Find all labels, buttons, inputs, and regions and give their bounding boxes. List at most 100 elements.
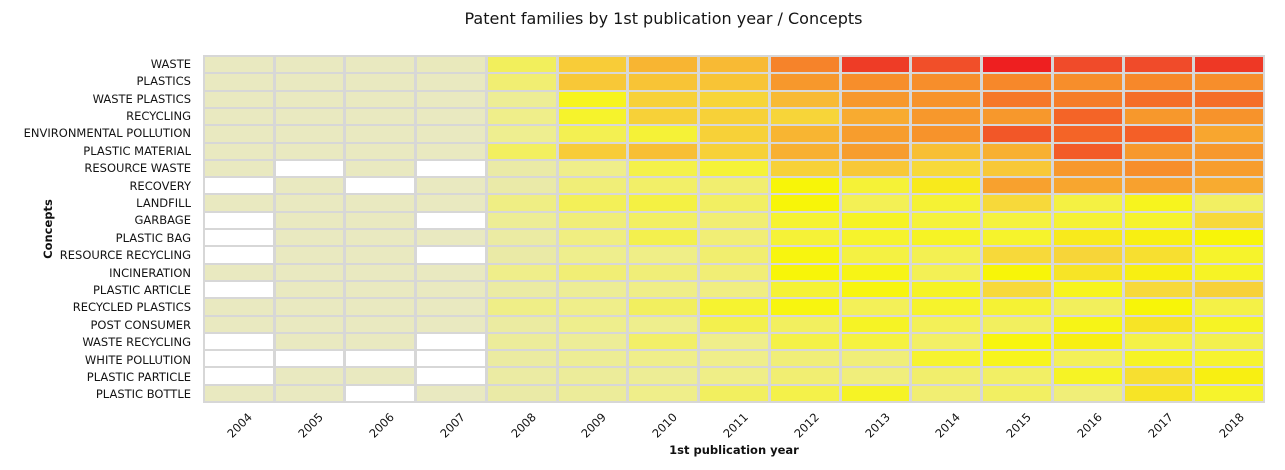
heatmap-cell[interactable] xyxy=(1124,74,1193,90)
heatmap-cell[interactable] xyxy=(205,195,273,211)
heatmap-cell[interactable] xyxy=(346,264,415,280)
heatmap-cell[interactable] xyxy=(417,299,485,315)
heatmap-cell[interactable] xyxy=(700,351,768,367)
heatmap-cell[interactable] xyxy=(205,160,273,177)
heatmap-cell[interactable] xyxy=(1124,385,1193,401)
heatmap-cell[interactable] xyxy=(1053,247,1122,263)
heatmap-cell[interactable] xyxy=(487,368,556,384)
heatmap-cell[interactable] xyxy=(770,178,839,194)
heatmap-cell[interactable] xyxy=(629,247,698,263)
heatmap-cell[interactable] xyxy=(1053,126,1122,142)
heatmap-cell[interactable] xyxy=(1195,230,1263,246)
heatmap-cell[interactable] xyxy=(1053,368,1122,384)
heatmap-cell[interactable] xyxy=(1124,316,1193,332)
heatmap-cell[interactable] xyxy=(1195,74,1263,90)
heatmap-cell[interactable] xyxy=(770,247,839,263)
heatmap-cell[interactable] xyxy=(912,316,981,332)
heatmap-cell[interactable] xyxy=(558,91,627,107)
heatmap-cell[interactable] xyxy=(770,195,839,211)
heatmap-cell[interactable] xyxy=(912,195,981,211)
heatmap-cell[interactable] xyxy=(770,143,839,159)
heatmap-cell[interactable] xyxy=(1124,143,1193,159)
heatmap-cell[interactable] xyxy=(1195,385,1263,401)
heatmap-cell[interactable] xyxy=(558,281,627,298)
heatmap-cell[interactable] xyxy=(983,108,1051,125)
heatmap-cell[interactable] xyxy=(487,299,556,315)
heatmap-cell[interactable] xyxy=(275,195,344,211)
heatmap-cell[interactable] xyxy=(629,91,698,107)
heatmap-cell[interactable] xyxy=(1124,264,1193,280)
heatmap-cell[interactable] xyxy=(770,108,839,125)
heatmap-cell[interactable] xyxy=(629,385,698,401)
heatmap-cell[interactable] xyxy=(983,195,1051,211)
heatmap-cell[interactable] xyxy=(487,230,556,246)
heatmap-cell[interactable] xyxy=(1195,178,1263,194)
heatmap-cell[interactable] xyxy=(629,368,698,384)
heatmap-cell[interactable] xyxy=(841,281,910,298)
heatmap-cell[interactable] xyxy=(1124,108,1193,125)
heatmap-cell[interactable] xyxy=(275,368,344,384)
heatmap-cell[interactable] xyxy=(700,74,768,90)
heatmap-cell[interactable] xyxy=(1195,299,1263,315)
heatmap-cell[interactable] xyxy=(275,333,344,350)
heatmap-cell[interactable] xyxy=(912,247,981,263)
heatmap-cell[interactable] xyxy=(1124,333,1193,350)
heatmap-cell[interactable] xyxy=(770,333,839,350)
heatmap-cell[interactable] xyxy=(487,247,556,263)
heatmap-cell[interactable] xyxy=(487,212,556,228)
heatmap-cell[interactable] xyxy=(1053,143,1122,159)
heatmap-cell[interactable] xyxy=(558,230,627,246)
heatmap-cell[interactable] xyxy=(205,57,273,73)
heatmap-cell[interactable] xyxy=(700,108,768,125)
heatmap-cell[interactable] xyxy=(558,160,627,177)
heatmap-cell[interactable] xyxy=(841,264,910,280)
heatmap-cell[interactable] xyxy=(629,351,698,367)
heatmap-cell[interactable] xyxy=(346,178,415,194)
heatmap-cell[interactable] xyxy=(1124,178,1193,194)
heatmap-cell[interactable] xyxy=(912,178,981,194)
heatmap-cell[interactable] xyxy=(417,108,485,125)
heatmap-cell[interactable] xyxy=(629,108,698,125)
heatmap-cell[interactable] xyxy=(205,316,273,332)
heatmap-cell[interactable] xyxy=(1195,351,1263,367)
heatmap-cell[interactable] xyxy=(770,385,839,401)
heatmap-cell[interactable] xyxy=(346,368,415,384)
heatmap-cell[interactable] xyxy=(629,160,698,177)
heatmap-cell[interactable] xyxy=(841,143,910,159)
heatmap-cell[interactable] xyxy=(417,57,485,73)
heatmap-cell[interactable] xyxy=(1124,126,1193,142)
heatmap-cell[interactable] xyxy=(912,281,981,298)
heatmap-cell[interactable] xyxy=(275,264,344,280)
heatmap-cell[interactable] xyxy=(629,299,698,315)
heatmap-cell[interactable] xyxy=(841,91,910,107)
heatmap-cell[interactable] xyxy=(417,160,485,177)
heatmap-cell[interactable] xyxy=(841,247,910,263)
heatmap-cell[interactable] xyxy=(841,126,910,142)
heatmap-cell[interactable] xyxy=(346,160,415,177)
heatmap-cell[interactable] xyxy=(487,264,556,280)
heatmap-cell[interactable] xyxy=(629,281,698,298)
heatmap-cell[interactable] xyxy=(275,108,344,125)
heatmap-cell[interactable] xyxy=(1124,368,1193,384)
heatmap-cell[interactable] xyxy=(417,126,485,142)
heatmap-cell[interactable] xyxy=(841,299,910,315)
heatmap-cell[interactable] xyxy=(1195,333,1263,350)
heatmap-cell[interactable] xyxy=(487,385,556,401)
heatmap-cell[interactable] xyxy=(912,264,981,280)
heatmap-cell[interactable] xyxy=(205,299,273,315)
heatmap-cell[interactable] xyxy=(558,351,627,367)
heatmap-cell[interactable] xyxy=(841,316,910,332)
heatmap-cell[interactable] xyxy=(275,299,344,315)
heatmap-cell[interactable] xyxy=(275,91,344,107)
heatmap-cell[interactable] xyxy=(700,143,768,159)
heatmap-cell[interactable] xyxy=(1124,195,1193,211)
heatmap-cell[interactable] xyxy=(841,351,910,367)
heatmap-cell[interactable] xyxy=(487,195,556,211)
heatmap-cell[interactable] xyxy=(1124,351,1193,367)
heatmap-cell[interactable] xyxy=(770,91,839,107)
heatmap-cell[interactable] xyxy=(1053,281,1122,298)
heatmap-cell[interactable] xyxy=(558,178,627,194)
heatmap-cell[interactable] xyxy=(1053,351,1122,367)
heatmap-cell[interactable] xyxy=(558,212,627,228)
heatmap-cell[interactable] xyxy=(983,351,1051,367)
